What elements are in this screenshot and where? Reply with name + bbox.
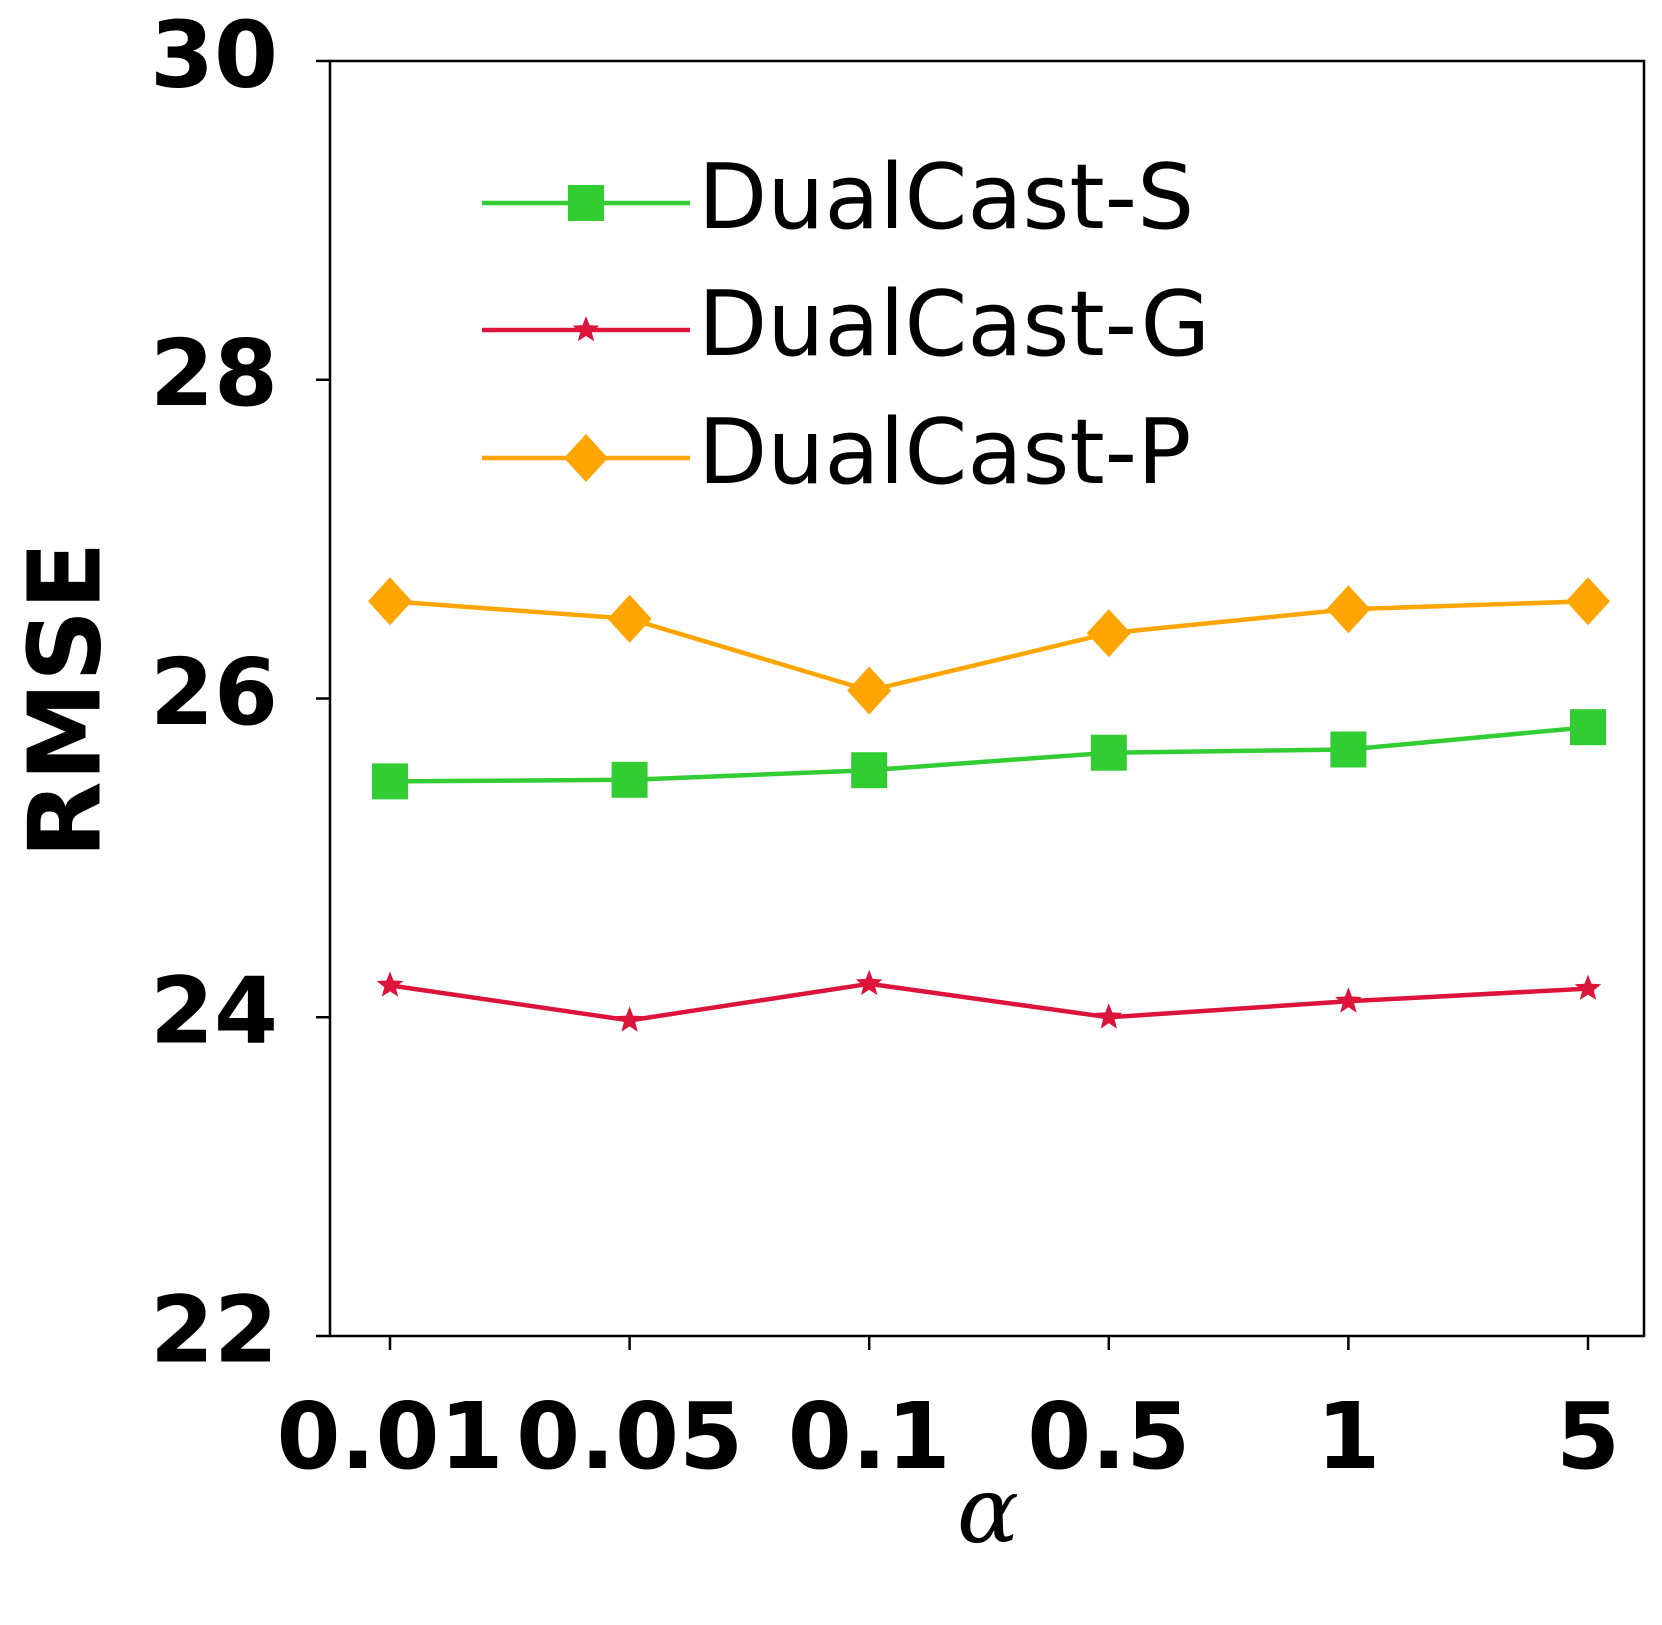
data-point	[1330, 731, 1367, 768]
data-point	[1570, 709, 1606, 746]
legend-item: DualCast-S	[482, 145, 1194, 250]
legend-marker	[572, 316, 600, 342]
legend-label: DualCast-G	[698, 272, 1210, 377]
data-point	[1095, 1003, 1123, 1029]
x-tick-label: 0.5	[1027, 1383, 1190, 1490]
y-tick-label: 22	[150, 1276, 278, 1383]
x-tick-label: 0.1	[788, 1383, 951, 1490]
legend-item: DualCast-P	[482, 400, 1191, 505]
series-line	[389, 981, 1589, 1023]
data-point	[851, 752, 888, 789]
x-tick-label: 5	[1556, 1383, 1620, 1490]
y-tick-label: 24	[150, 958, 278, 1065]
data-point	[1086, 609, 1131, 658]
x-axis-ticks: 0.01 0.05 0.1 0.5 1 5	[277, 1336, 1620, 1490]
legend-label: DualCast-S	[698, 145, 1194, 250]
data-point	[1574, 974, 1602, 1000]
data-point	[1326, 585, 1371, 634]
series-line	[389, 599, 1589, 693]
data-point	[372, 763, 408, 800]
series-dualcast-s	[372, 709, 1606, 800]
plot-area-frame	[328, 59, 1646, 1338]
data-point	[616, 1006, 643, 1032]
data-point	[1090, 734, 1127, 771]
x-tick-label: 1	[1316, 1383, 1380, 1490]
legend-item: DualCast-G	[482, 272, 1210, 377]
series-dualcast-p	[368, 577, 1610, 715]
data-point	[611, 761, 648, 798]
data-point	[1335, 987, 1362, 1013]
legend-marker	[568, 185, 604, 221]
y-tick-label: 30	[150, 1, 278, 108]
legend: DualCast-S DualCast-G DualCast-P	[482, 145, 1210, 505]
y-axis-ticks: 22 24 26 28 30	[150, 1, 330, 1383]
y-tick-label: 28	[150, 320, 278, 427]
data-point	[855, 969, 883, 996]
series-line	[389, 724, 1589, 784]
x-tick-label: 0.05	[516, 1383, 743, 1490]
series-layer	[368, 577, 1610, 1032]
y-tick-label: 26	[150, 639, 278, 746]
legend-label: DualCast-P	[698, 400, 1191, 505]
data-point	[1566, 577, 1610, 626]
y-axis-title: RMSE	[6, 542, 123, 859]
legend-marker	[564, 434, 608, 482]
x-axis-title: α	[957, 1457, 1019, 1564]
data-point	[368, 577, 412, 626]
data-point	[376, 971, 404, 997]
data-point	[607, 594, 652, 643]
series-dualcast-g	[376, 969, 1602, 1032]
x-tick-label: 0.01	[277, 1383, 504, 1490]
data-point	[847, 666, 892, 715]
